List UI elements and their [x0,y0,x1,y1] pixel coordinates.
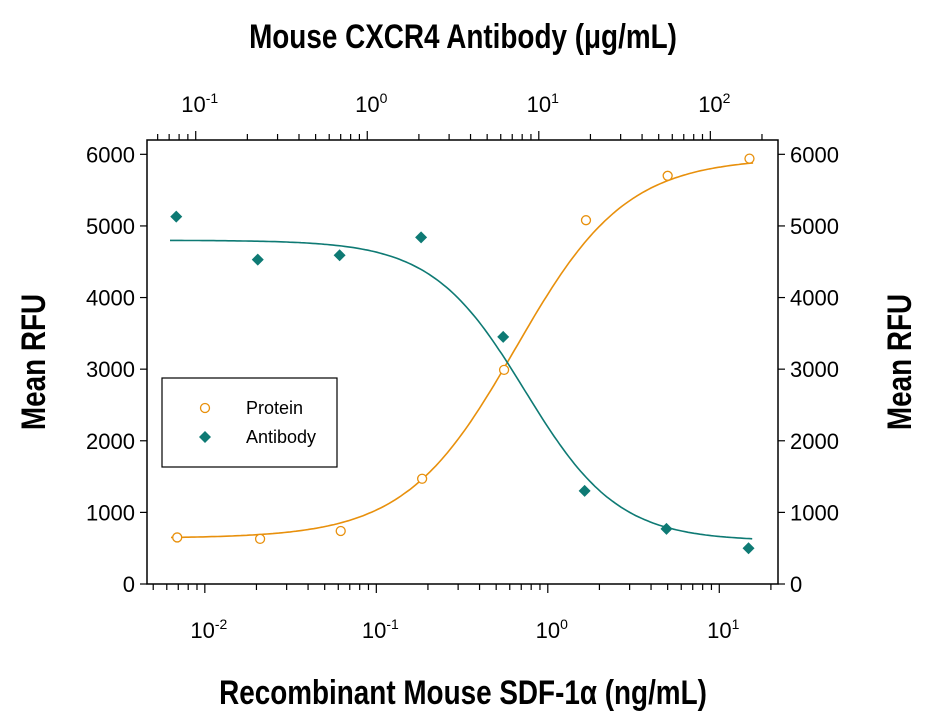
data-point-antibody [170,210,183,223]
y-right-tick-label: 0 [790,572,802,597]
data-point-antibody [415,231,428,244]
y-right-tick-label: 5000 [790,214,839,239]
data-point-antibody [578,484,591,497]
y-left-tick-label: 1000 [86,500,135,525]
legend: Protein Antibody [161,377,338,468]
y-axis-title-left: Mean RFU [14,294,52,430]
data-point-antibody [333,249,346,262]
data-point-protein [254,533,266,545]
data-point-protein [416,473,428,484]
y-left-tick-label: 3000 [86,357,135,382]
data-point-protein [744,153,755,164]
data-point-antibody [742,542,755,555]
fit-curve-antibody [170,239,753,540]
data-point-protein [580,215,592,226]
y-left-tick-label: 4000 [86,286,135,311]
y-left-tick-label: 5000 [86,214,135,239]
y-left-tick-label: 2000 [86,429,135,454]
x-tick-label: 10-1 [362,616,399,643]
y-right-tick-label: 4000 [790,286,839,311]
data-point-antibody [251,253,264,266]
data-point-protein [335,525,346,537]
y-right-tick-label: 2000 [790,429,839,454]
plot-frame [146,139,779,585]
data-point-protein [498,364,510,376]
top-axis-title: Mouse CXCR4 Antibody (μg/mL) [249,17,677,55]
y-right-tick-label: 3000 [790,357,839,382]
top-tick-label: 10-1 [181,90,218,117]
x-axis-title: Recombinant Mouse SDF-1α (ng/mL) [219,673,707,711]
legend-marker-protein [199,402,211,414]
legend-label-protein: Protein [246,398,303,418]
legend-box [161,377,338,468]
x-tick-label: 100 [536,616,568,643]
legend-marker-antibody [199,431,211,443]
fit-curve-protein [171,162,754,539]
y-axis-title-right: Mean RFU [880,294,918,430]
data-point-antibody [660,522,673,535]
top-tick-label: 100 [355,90,387,117]
y-right-tick-label: 1000 [790,500,839,525]
data-point-protein [172,532,183,543]
x-tick-label: 101 [707,616,739,643]
data-point-antibody [497,330,510,343]
legend-label-antibody: Antibody [246,427,316,447]
top-tick-label: 101 [527,90,559,117]
top-tick-label: 102 [698,90,730,117]
y-left-tick-label: 0 [123,572,135,597]
x-tick-label: 10-2 [190,616,227,643]
y-right-tick-label: 6000 [790,142,839,167]
y-left-tick-label: 6000 [86,142,135,167]
data-point-protein [662,170,673,181]
